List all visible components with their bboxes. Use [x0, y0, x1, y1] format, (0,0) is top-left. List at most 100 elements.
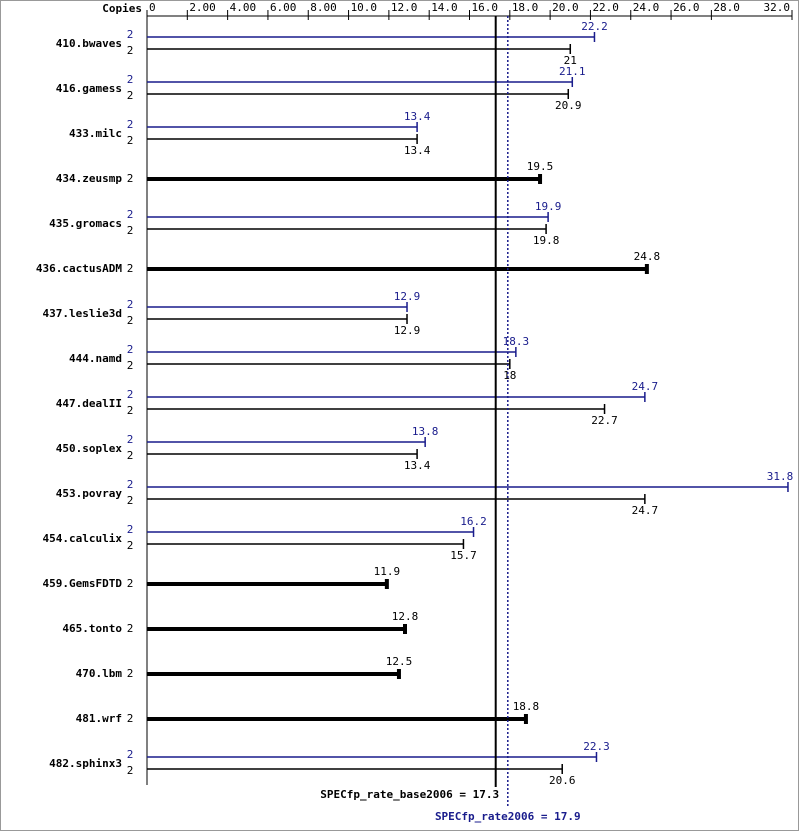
- value-label: 12.8: [392, 610, 419, 623]
- copies: 2: [127, 748, 134, 761]
- reference-label: SPECfp_rate2006 = 17.9: [435, 810, 581, 823]
- x-tick-label: 12.0: [391, 1, 418, 14]
- value-label: 13.4: [404, 459, 431, 472]
- x-tick-label: 2.00: [189, 1, 216, 14]
- benchmark-label: 435.gromacs: [49, 217, 122, 230]
- value-label: 11.9: [374, 565, 401, 578]
- copies: 2: [127, 224, 134, 237]
- bar: [147, 44, 572, 54]
- bar: [147, 264, 649, 274]
- copies: 2: [127, 118, 134, 131]
- x-tick-label: 6.00: [270, 1, 297, 14]
- copies: 2: [127, 172, 134, 185]
- bar: [147, 212, 549, 222]
- benchmark-label: 481.wrf: [76, 712, 122, 725]
- value-label: 13.8: [412, 425, 439, 438]
- benchmark-label: 416.gamess: [56, 82, 122, 95]
- value-label: 16.2: [460, 515, 487, 528]
- bar: [147, 134, 418, 144]
- x-tick-label: 16.0: [472, 1, 499, 14]
- value-label: 18.8: [513, 700, 540, 713]
- x-tick-label: 32.0: [764, 1, 791, 14]
- bar: [147, 764, 563, 774]
- x-tick-label: 8.00: [310, 1, 337, 14]
- copies: 2: [127, 404, 134, 417]
- copies: 2: [127, 28, 134, 41]
- x-tick-label: 18.0: [512, 1, 539, 14]
- bar: [147, 224, 547, 234]
- benchmark-label: 444.namd: [69, 352, 122, 365]
- x-tick-label: 26.0: [673, 1, 700, 14]
- x-tick-label: 4.00: [230, 1, 257, 14]
- bar: [147, 314, 408, 324]
- copies: 2: [127, 667, 134, 680]
- value-label: 12.9: [394, 324, 421, 337]
- bar: [147, 302, 408, 312]
- value-label: 31.8: [767, 470, 794, 483]
- x-tick-label: 0: [149, 1, 156, 14]
- x-tick-label: 10.0: [351, 1, 378, 14]
- bar: [147, 404, 606, 414]
- copies: 2: [127, 449, 134, 462]
- copies: 2: [127, 314, 134, 327]
- value-label: 20.6: [549, 774, 576, 787]
- bar: [147, 752, 598, 762]
- copies: 2: [127, 134, 134, 147]
- value-label: 24.8: [634, 250, 661, 263]
- copies: 2: [127, 89, 134, 102]
- benchmark-label: 434.zeusmp: [56, 172, 123, 185]
- copies: 2: [127, 764, 134, 777]
- benchmark-label: 450.soplex: [56, 442, 123, 455]
- bar: [147, 32, 596, 42]
- copies: 2: [127, 388, 134, 401]
- copies: 2: [127, 44, 134, 57]
- benchmark-label: 454.calculix: [43, 532, 123, 545]
- value-label: 19.5: [527, 160, 554, 173]
- benchmark-label: 437.leslie3d: [43, 307, 122, 320]
- copies: 2: [127, 622, 134, 635]
- value-label: 18: [503, 369, 516, 382]
- copies: 2: [127, 539, 134, 552]
- value-label: 22.2: [581, 20, 608, 33]
- bar: [147, 89, 570, 99]
- copies: 2: [127, 577, 134, 590]
- copies: 2: [127, 298, 134, 311]
- copies: 2: [127, 343, 134, 356]
- value-label: 24.7: [632, 504, 659, 517]
- value-label: 21.1: [559, 65, 586, 78]
- bar: [147, 347, 517, 357]
- value-label: 19.8: [533, 234, 560, 247]
- copies: 2: [127, 359, 134, 372]
- bar: [147, 482, 789, 492]
- bar: [147, 624, 407, 634]
- copies: 2: [127, 73, 134, 86]
- bar: [147, 122, 418, 132]
- reference-label: SPECfp_rate_base2006 = 17.3: [320, 788, 499, 801]
- x-tick-label: 14.0: [431, 1, 458, 14]
- bar: [147, 527, 475, 537]
- copies: 2: [127, 208, 134, 221]
- value-label: 24.7: [632, 380, 659, 393]
- benchmark-label: 447.dealII: [56, 397, 122, 410]
- value-label: 13.4: [404, 144, 431, 157]
- copies: 2: [127, 494, 134, 507]
- benchmark-label: 470.lbm: [76, 667, 123, 680]
- benchmark-label: 465.tonto: [62, 622, 122, 635]
- bar: [147, 494, 646, 504]
- benchmark-label: 453.povray: [56, 487, 123, 500]
- value-label: 13.4: [404, 110, 431, 123]
- bar: [147, 579, 389, 589]
- value-label: 21: [564, 54, 577, 67]
- benchmark-label: 459.GemsFDTD: [43, 577, 123, 590]
- bar: [147, 77, 574, 87]
- copies: 2: [127, 523, 134, 536]
- benchmark-label: 436.cactusADM: [36, 262, 122, 275]
- value-label: 22.7: [591, 414, 618, 427]
- value-label: 18.3: [503, 335, 530, 348]
- copies: 2: [127, 478, 134, 491]
- value-label: 15.7: [450, 549, 477, 562]
- benchmark-label: 410.bwaves: [56, 37, 122, 50]
- x-tick-label: 22.0: [592, 1, 619, 14]
